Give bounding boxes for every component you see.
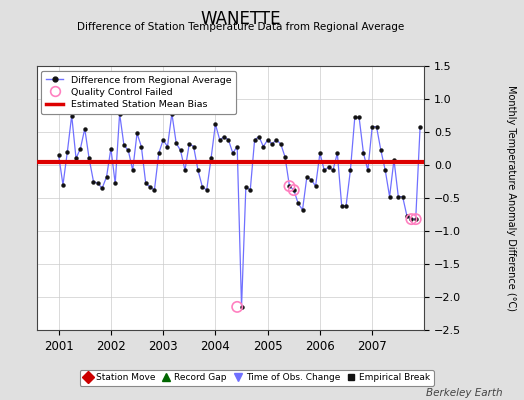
Text: Monthly Temperature Anomaly Difference (°C): Monthly Temperature Anomaly Difference (… [506,85,516,311]
Text: WANETTE: WANETTE [201,10,281,28]
Point [407,216,416,222]
Text: Difference of Station Temperature Data from Regional Average: Difference of Station Temperature Data f… [78,22,405,32]
Legend: Difference from Regional Average, Quality Control Failed, Estimated Station Mean: Difference from Regional Average, Qualit… [41,71,236,114]
Text: Berkeley Earth: Berkeley Earth [427,388,503,398]
Legend: Station Move, Record Gap, Time of Obs. Change, Empirical Break: Station Move, Record Gap, Time of Obs. C… [80,370,434,386]
Point [233,304,242,310]
Point [290,187,298,193]
Point [285,183,293,189]
Point [411,216,420,222]
